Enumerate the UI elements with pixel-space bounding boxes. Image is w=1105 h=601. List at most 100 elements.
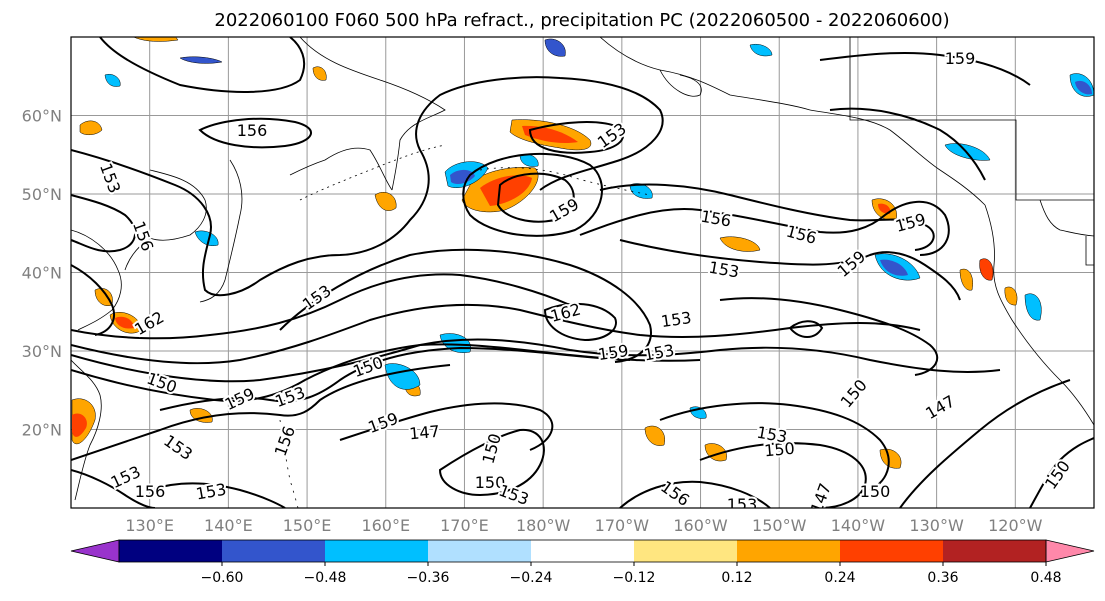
colorbar-tick-label: 0.48 xyxy=(1030,570,1061,586)
colorbar-segment xyxy=(222,540,326,562)
colorbar-segment xyxy=(428,540,532,562)
latitude-label: 50°N xyxy=(22,185,62,204)
precip-patch xyxy=(450,169,475,184)
precip-patch xyxy=(194,230,219,246)
precip-patch xyxy=(480,175,532,206)
contour-line xyxy=(619,480,771,508)
colorbar-tick-label: 0.24 xyxy=(824,570,855,586)
colorbar-segment xyxy=(325,540,429,562)
precip-patch xyxy=(878,203,891,214)
contour-line xyxy=(71,364,451,461)
precip-patch xyxy=(522,125,578,144)
contour-line xyxy=(71,76,664,297)
island-chain xyxy=(279,419,299,508)
map-panel: 159 156 153 156 153 159 156 156 159 153 … xyxy=(70,36,1095,509)
precip-patch xyxy=(79,120,103,135)
contour-line xyxy=(543,302,617,342)
precip-patch xyxy=(1004,286,1018,306)
contour-line xyxy=(496,172,575,223)
contour-label: 147 xyxy=(408,422,440,444)
colorbar-tick-label: −0.60 xyxy=(201,570,244,586)
longitude-label: 180°W xyxy=(516,516,571,535)
precip-shading xyxy=(71,37,1094,469)
longitude-label: 160°W xyxy=(673,516,728,535)
colorbar-frame xyxy=(118,539,1047,563)
contour-line xyxy=(438,428,545,497)
contour-label: 150 xyxy=(860,482,891,501)
precip-patch xyxy=(644,425,665,446)
contour-label: 150 xyxy=(475,473,506,492)
longitude-label: 170°W xyxy=(595,516,650,535)
precip-patch xyxy=(133,37,179,42)
coastline xyxy=(599,37,811,111)
precip-patch xyxy=(115,316,134,329)
latitude-labels: 20°N 30°N 40°N 50°N 60°N xyxy=(22,107,62,440)
contour-line xyxy=(71,469,156,508)
boundary xyxy=(1085,236,1094,266)
contour-label: 156 xyxy=(135,482,166,501)
boundary xyxy=(849,37,1094,201)
precip-patch xyxy=(749,44,773,57)
coastline xyxy=(124,169,207,271)
contour-label: 156 xyxy=(237,121,268,140)
coastline xyxy=(289,147,393,191)
longitude-label: 130°E xyxy=(125,516,174,535)
colorbar-segment xyxy=(737,540,841,562)
precip-patch xyxy=(544,38,566,57)
refractivity-contours xyxy=(71,37,1094,508)
coastline xyxy=(299,37,446,191)
contour-line xyxy=(71,264,115,336)
contour-line xyxy=(71,194,136,253)
contour-line xyxy=(149,482,286,508)
contour-line xyxy=(1029,437,1094,508)
colorbar-segment xyxy=(531,540,635,562)
contour-line xyxy=(99,37,306,93)
longitude-labels: 130°E 140°E 150°E 160°E 170°E 180°W 170°W 160°W… xyxy=(125,516,1042,535)
contour-line xyxy=(528,121,625,154)
precip-patch xyxy=(312,66,327,81)
contour-line xyxy=(339,402,554,451)
figure-title: 2022060100 F060 500 hPa refract., precip… xyxy=(214,10,949,31)
precip-patch xyxy=(179,56,223,64)
contour-line xyxy=(659,402,890,491)
colorbar-high-extend xyxy=(1045,539,1095,563)
coastline xyxy=(984,204,1094,426)
contour-line xyxy=(462,152,603,237)
longitude-label: 170°E xyxy=(440,516,489,535)
colorbar-tick-label: 0.12 xyxy=(721,570,752,586)
latitude-label: 40°N xyxy=(22,264,62,283)
colorbar-tick-label: −0.48 xyxy=(304,570,347,586)
colorbar-segment xyxy=(634,540,738,562)
contour-line xyxy=(579,200,950,256)
colorbar-segment xyxy=(840,540,944,562)
aleutian-chain xyxy=(479,167,651,196)
contour-line xyxy=(788,320,824,338)
longitude-label: 140°W xyxy=(831,516,886,535)
coastline xyxy=(809,109,986,206)
colorbar-tick-label: −0.36 xyxy=(407,570,450,586)
colorbar-tick-label: 0.36 xyxy=(927,570,958,586)
precip-patch xyxy=(1075,80,1092,95)
aleutian-chain xyxy=(299,144,446,201)
precip-patch xyxy=(72,413,87,437)
precip-patch xyxy=(880,259,908,276)
contour-line xyxy=(71,338,1001,383)
longitude-label: 120°W xyxy=(988,516,1043,535)
contour-line xyxy=(619,239,961,301)
precip-patch xyxy=(104,74,121,87)
contour-line xyxy=(71,273,571,340)
map-frame xyxy=(70,36,1095,509)
colorbar-tick-label: −0.24 xyxy=(510,570,553,586)
precip-patch xyxy=(959,268,973,291)
contour-line xyxy=(819,51,1031,86)
colorbar-low-extend xyxy=(70,539,120,563)
contour-label: 150 xyxy=(763,439,795,461)
colorbar-tick-label: −0.12 xyxy=(613,570,656,586)
latitude-label: 20°N xyxy=(22,421,62,440)
contour-line xyxy=(599,183,935,251)
contour-line xyxy=(279,248,652,363)
longitude-label: 150°E xyxy=(283,516,332,535)
precip-patch xyxy=(719,236,761,252)
contour-line xyxy=(699,442,867,508)
